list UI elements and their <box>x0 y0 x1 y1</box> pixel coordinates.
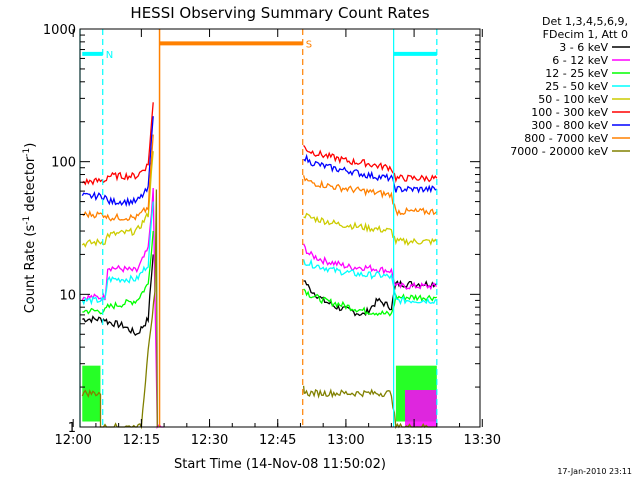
y-tick-label-3: 1000 <box>43 23 76 38</box>
y-axis-label-end: ) <box>23 143 38 148</box>
legend-entry-0: 3 - 6 keV <box>559 41 608 54</box>
y-axis-label-sup-1: -1 <box>22 216 32 225</box>
series-line-6-segment-0 <box>81 116 154 208</box>
series-line-2-segment-1 <box>303 288 437 317</box>
series-layer <box>81 102 438 430</box>
y-axis-label-mid: detector <box>23 156 38 216</box>
legend-entry-8: 7000 - 20000 keV <box>510 145 608 158</box>
y-axis-label: Count Rate (s-1 detector-1) <box>22 143 38 314</box>
x-tick-label-1: 12:15 <box>123 433 160 448</box>
y-axis-label-main: Count Rate (s <box>23 225 38 314</box>
series-line-3-segment-0 <box>81 201 154 306</box>
chart-title: HESSI Observing Summary Count Rates <box>130 4 429 22</box>
legend-entry-1: 6 - 12 keV <box>552 54 608 67</box>
series-line-5-segment-0 <box>81 102 154 186</box>
annotation-label-s: S <box>306 39 312 50</box>
x-tick-label-5: 13:15 <box>395 433 432 448</box>
y-tick-label-1: 10 <box>59 288 76 303</box>
legend-entry-5: 100 - 300 keV <box>531 106 608 119</box>
legend-header-1: FDecim 1, Att 0 <box>543 28 628 41</box>
legend-header-0: Det 1,3,4,5,6,9, <box>542 15 628 28</box>
y-tick-label-0: 1 <box>68 421 76 436</box>
annotation-label-n: N <box>106 50 113 61</box>
series-line-5-segment-1 <box>303 145 438 184</box>
noise-band-2 <box>405 390 437 427</box>
y-axis-label-sup-2: -1 <box>22 148 32 157</box>
plot-frame <box>79 28 481 428</box>
x-tick-label-6: 13:30 <box>464 433 501 448</box>
series-line-7-segment-0 <box>81 134 154 222</box>
series-line-2-segment-0 <box>82 230 154 315</box>
legend-entry-4: 50 - 100 keV <box>538 93 608 106</box>
legend-entry-6: 300 - 800 keV <box>531 119 608 132</box>
x-tick-label-0: 12:00 <box>54 433 91 448</box>
x-tick-label-2: 12:30 <box>191 433 228 448</box>
x-tick-label-3: 12:45 <box>259 433 296 448</box>
series-line-7-segment-1 <box>302 175 438 217</box>
y-tick-label-2: 100 <box>51 156 76 171</box>
series-line-4-segment-1 <box>303 212 438 247</box>
series-line-0-segment-0 <box>82 254 154 337</box>
series-line-3-segment-1 <box>302 258 438 306</box>
legend-entry-3: 25 - 50 keV <box>545 80 608 93</box>
x-axis-label: Start Time (14-Nov-08 11:50:02) <box>174 457 386 472</box>
legend-entry-7: 800 - 7000 keV <box>524 132 608 145</box>
axis-layer: 12:00 12:15 12:30 12:45 13:00 13:15 13:30 1 10 10… <box>43 23 501 448</box>
series-line-1-segment-1 <box>303 243 438 291</box>
series-line-4-segment-0 <box>81 151 154 248</box>
x-tick-label-4: 13:00 <box>327 433 364 448</box>
legend-entry-2: 12 - 25 keV <box>545 67 608 80</box>
footer-date: 17-Jan-2010 23:11 <box>557 467 632 476</box>
legend: Det 1,3,4,5,6,9,FDecim 1, Att 03 - 6 keV… <box>510 15 630 158</box>
series-line-6-segment-1 <box>303 153 438 194</box>
